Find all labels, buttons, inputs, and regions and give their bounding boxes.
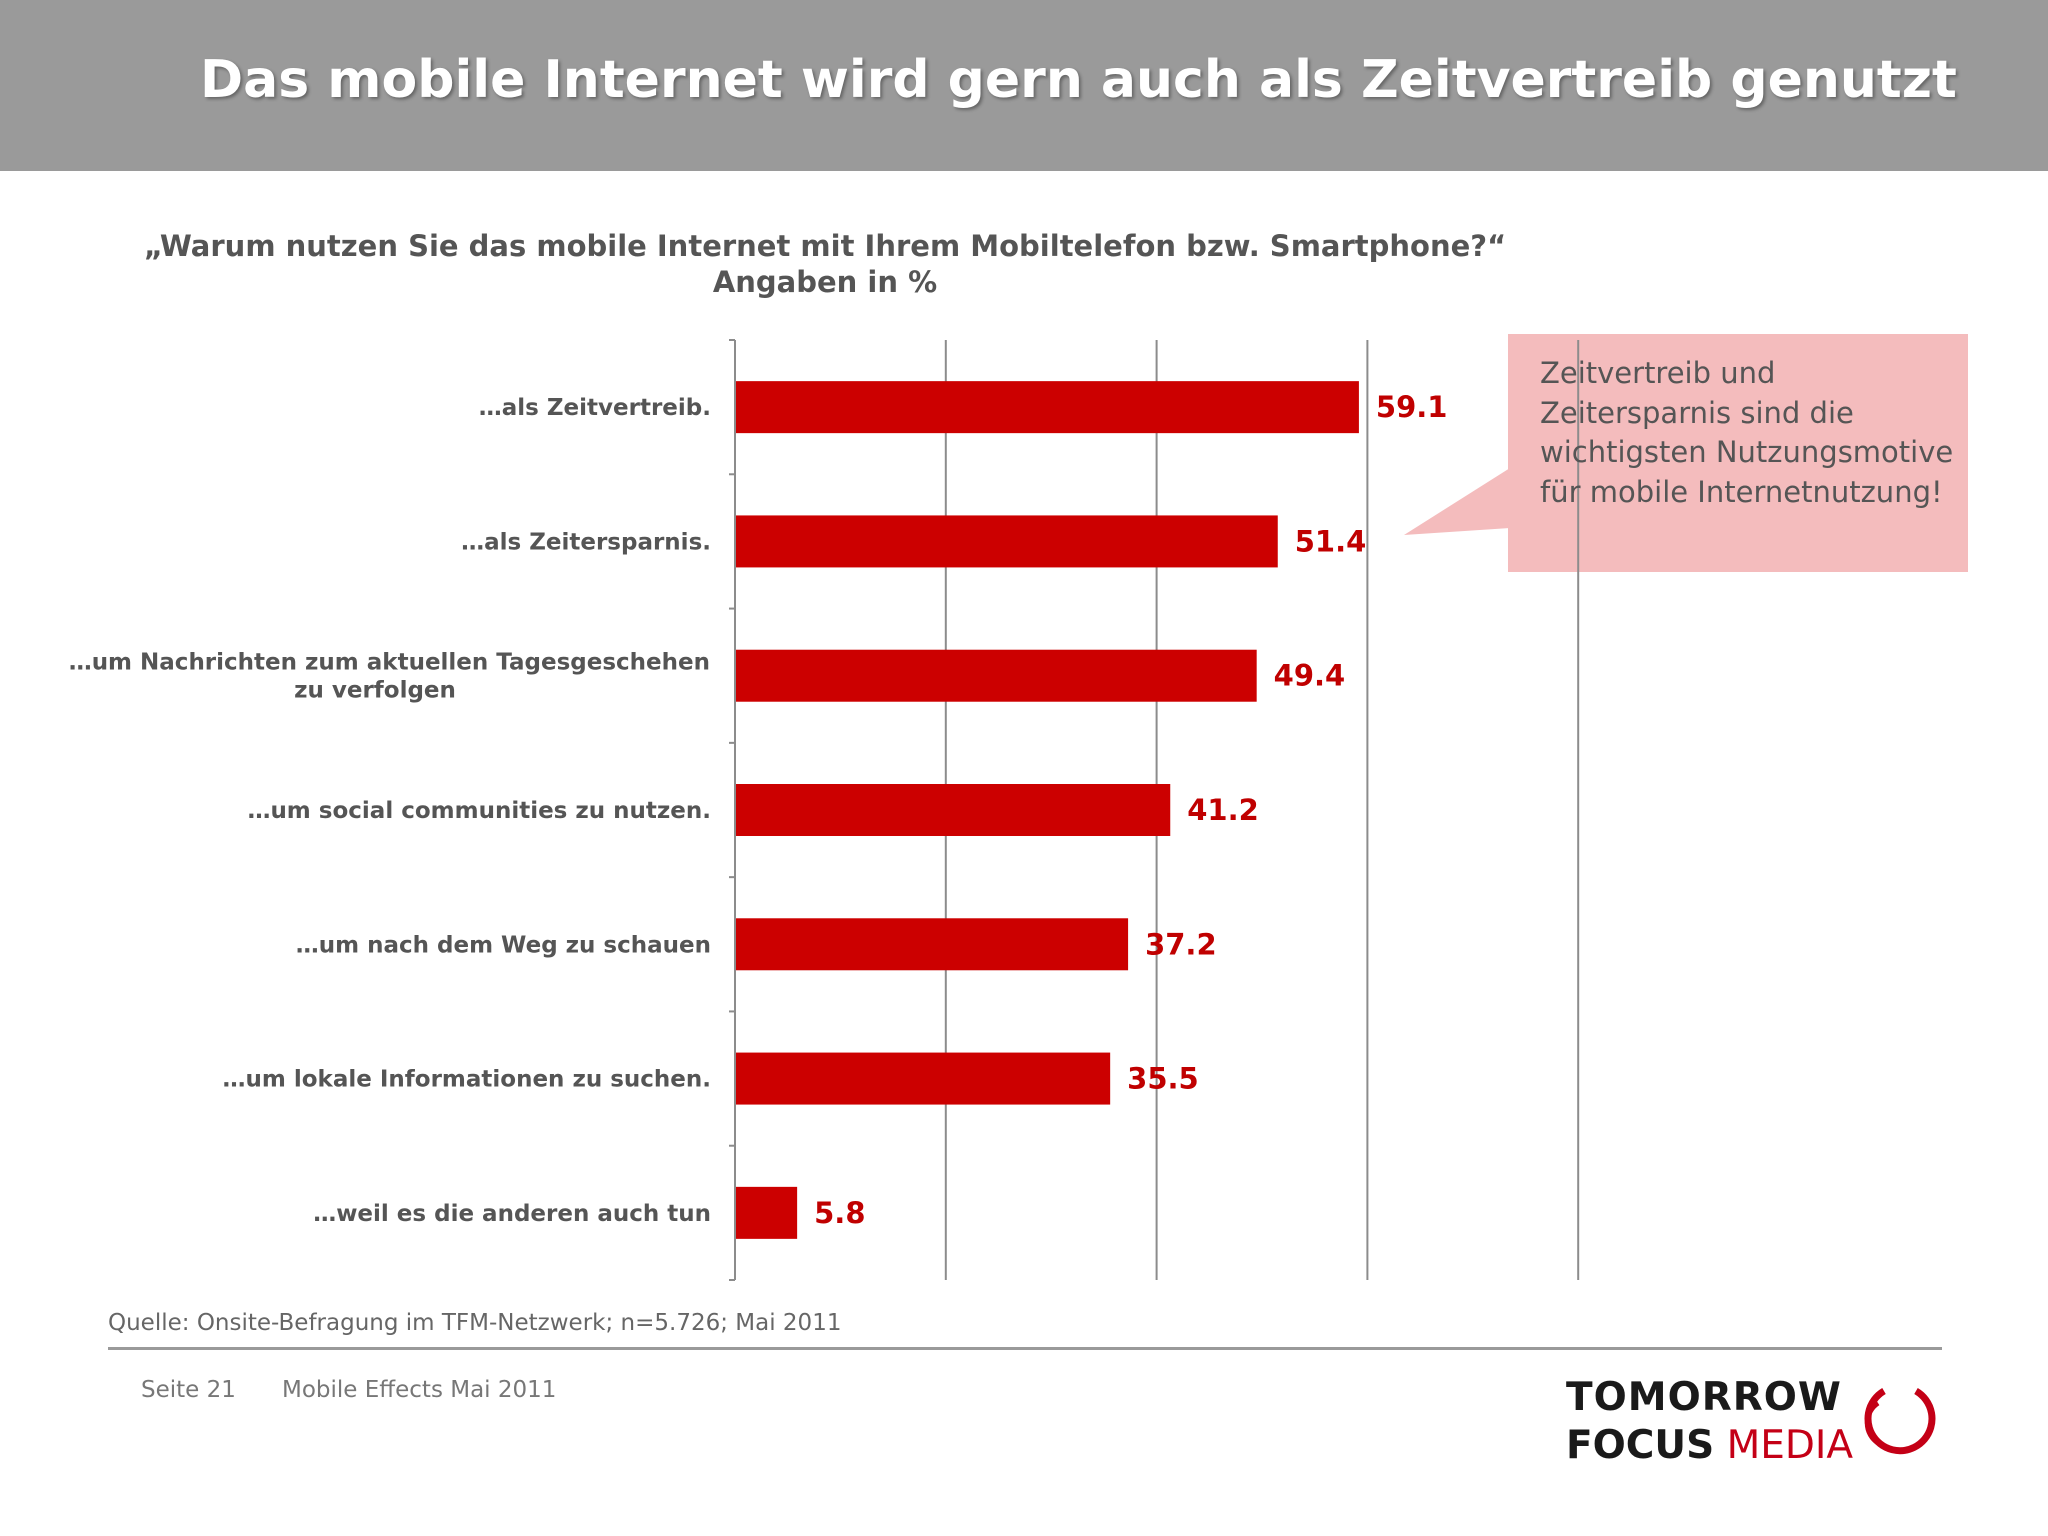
logo-text-media: MEDIA [1726,1423,1854,1468]
source-note: Quelle: Onsite-Befragung im TFM-Netzwerk… [108,1310,842,1336]
category-label-line: …weil es die anderen auch tun [313,1201,711,1227]
category-label: …als Zeitvertreib. [479,395,711,421]
category-label: …um Nachrichten zum aktuellen Tagesgesch… [69,650,710,704]
bar [736,784,1171,836]
data-label: 49.4 [1274,659,1346,693]
company-logo: TOMORROW FOCUS MEDIA [1566,1375,1946,1475]
data-label: 35.5 [1127,1062,1199,1096]
logo-ring-icon [1864,1387,1936,1455]
logo-text-focus: FOCUS [1566,1423,1715,1468]
chart-subtitle: Angaben in % [712,265,938,299]
bar [736,1186,798,1239]
data-label: 37.2 [1145,927,1217,961]
footer-title: Mobile Effects Mai 2011 [282,1377,557,1403]
bar [736,515,1278,568]
category-label: …um nach dem Weg zu schauen [296,932,711,958]
bar [736,381,1359,434]
chart-title: „Warum nutzen Sie das mobile Internet mi… [143,229,1507,263]
logo-text-tomorrow: TOMORROW [1566,1375,1842,1420]
title-bar: Das mobile Internet wird gern auch als Z… [0,0,2048,171]
data-label: 5.8 [814,1196,865,1230]
callout-text: Zeitvertreib und Zeitersparnis sind die … [1540,356,1954,509]
logo-text-focus-media: FOCUS MEDIA [1566,1423,1853,1468]
chart-heading: „Warum nutzen Sie das mobile Internet mi… [140,228,1510,300]
category-label: …um social communities zu nutzen. [247,798,711,824]
category-label-line: …um Nachrichten zum aktuellen Tagesgesch… [69,650,710,676]
bar [736,649,1257,702]
data-label: 51.4 [1295,524,1367,558]
bar [736,1052,1111,1105]
data-label: 59.1 [1376,390,1448,424]
page-number: Seite 21 [141,1377,236,1403]
category-label-line: …um lokale Informationen zu suchen. [223,1067,712,1093]
category-label: …um lokale Informationen zu suchen. [223,1067,712,1093]
bar [736,918,1129,971]
category-label: …als Zeitersparnis. [461,529,711,555]
category-label: …weil es die anderen auch tun [313,1201,711,1227]
category-label-line: …um social communities zu nutzen. [247,798,711,824]
category-label-line: …als Zeitvertreib. [479,395,711,421]
category-label-line: zu verfolgen [294,678,456,704]
category-label-line: …um nach dem Weg zu schauen [296,932,711,958]
data-label: 41.2 [1187,793,1259,827]
slide-title: Das mobile Internet wird gern auch als Z… [200,50,1957,110]
category-label-line: …als Zeitersparnis. [461,529,711,555]
footer-divider [108,1347,1942,1350]
callout-box [1508,334,1968,572]
